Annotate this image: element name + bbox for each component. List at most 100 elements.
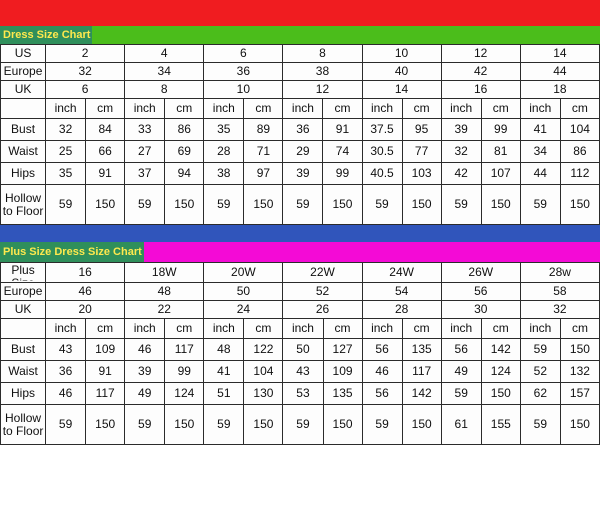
bust-cm-6: 99 [480,118,521,141]
row-label-uk: UK [0,80,47,99]
plus-bust-cm-2: 117 [164,338,205,361]
plus-table-row-uk: UK 20 22 24 26 28 30 32 [0,300,600,319]
hollow-cm-2: 150 [164,184,205,225]
plus-unit-cm-5: cm [401,318,442,339]
plus-hips-inch-1: 46 [45,382,87,405]
plus-hollow-inch-6: 61 [440,404,482,445]
plus-hips-cm-5: 142 [401,382,442,405]
uk-size-1: 6 [45,80,126,99]
us-size-2: 4 [124,44,205,63]
plus-hollow-inch-3: 59 [203,404,245,445]
plus-row-label-europe: Europe [0,282,47,301]
unit-cm-4: cm [322,98,363,119]
plus-size-5: 24W [361,262,442,283]
plus-unit-cm-4: cm [322,318,363,339]
plus-size-6: 26W [440,262,521,283]
hollow-inch-5: 59 [361,184,403,225]
plus-eu-size-2: 48 [124,282,205,301]
waist-cm-5: 77 [401,140,442,163]
unit-inch-5: inch [361,98,403,119]
plus-hollow-cm-5: 150 [401,404,442,445]
plus-waist-inch-4: 43 [282,360,324,383]
plus-unit-inch-2: inch [124,318,166,339]
waist-inch-4: 29 [282,140,324,163]
row-label-hips: Hips [0,162,47,185]
plus-row-label-hips: Hips [0,382,47,405]
us-size-5: 10 [361,44,442,63]
table-row-hollow-to-floor: Hollow to Floor 59 150 59 150 59 150 59 … [0,184,600,225]
plus-hollow-label-line2: to Floor [2,423,44,438]
plus-size-4: 22W [282,262,363,283]
plus-waist-cm-3: 104 [243,360,284,383]
plus-hollow-cm-2: 150 [164,404,205,445]
plus-row-label-uk: UK [0,300,47,319]
plus-unit-cm-3: cm [243,318,284,339]
plus-uk-size-1: 20 [45,300,126,319]
plus-unit-cm-7: cm [559,318,600,339]
plus-unit-inch-1: inch [45,318,87,339]
waist-cm-2: 69 [164,140,205,163]
us-size-4: 8 [282,44,363,63]
plus-hollow-inch-1: 59 [45,404,87,445]
plus-size-dress-table: Plus Size 16 18W 20W 22W 24W 26W 28w Eur… [0,262,600,445]
bust-inch-2: 33 [124,118,166,141]
plus-hips-cm-7: 157 [559,382,600,405]
plus-hips-inch-5: 56 [361,382,403,405]
table-row-waist: Waist 25 66 27 69 28 71 29 74 30.5 77 32… [0,140,600,163]
hips-cm-1: 91 [85,162,126,185]
plus-uk-size-6: 30 [440,300,521,319]
plus-eu-size-5: 54 [361,282,442,301]
plus-uk-size-5: 28 [361,300,442,319]
plus-bust-cm-5: 135 [401,338,442,361]
plus-hips-cm-4: 135 [322,382,363,405]
unit-inch-2: inch [124,98,166,119]
bust-cm-4: 91 [322,118,363,141]
unit-inch-3: inch [203,98,245,119]
plus-waist-inch-3: 41 [203,360,245,383]
plus-bust-cm-3: 122 [243,338,284,361]
plus-hollow-cm-1: 150 [85,404,126,445]
plus-bust-inch-2: 46 [124,338,166,361]
plus-table-row-bust: Bust 43 109 46 117 48 122 50 127 56 135 … [0,338,600,361]
top-red-banner [0,0,600,26]
table-row-hips: Hips 35 91 37 94 38 97 39 99 40.5 103 42… [0,162,600,185]
hollow-cm-4: 150 [322,184,363,225]
plus-label-line1: Plus [11,263,35,278]
hollow-inch-2: 59 [124,184,166,225]
unit-cm-6: cm [480,98,521,119]
plus-waist-cm-5: 117 [401,360,442,383]
bust-cm-1: 84 [85,118,126,141]
bust-inch-5: 37.5 [361,118,403,141]
hollow-cm-5: 150 [401,184,442,225]
hips-inch-6: 42 [440,162,482,185]
plus-size-7: 28w [519,262,600,283]
unit-inch-7: inch [519,98,561,119]
plus-hollow-inch-2: 59 [124,404,166,445]
uk-size-3: 10 [203,80,284,99]
plus-hollow-inch-5: 59 [361,404,403,445]
plus-unit-inch-6: inch [440,318,482,339]
plus-hollow-inch-4: 59 [282,404,324,445]
waist-cm-3: 71 [243,140,284,163]
plus-bust-inch-3: 48 [203,338,245,361]
plus-table-row-europe: Europe 46 48 50 52 54 56 58 [0,282,600,301]
plus-unit-inch-7: inch [519,318,561,339]
plus-eu-size-1: 46 [45,282,126,301]
hips-inch-2: 37 [124,162,166,185]
waist-inch-2: 27 [124,140,166,163]
bust-inch-6: 39 [440,118,482,141]
plus-label-line2: Size [2,277,45,281]
plus-hollow-cm-3: 150 [243,404,284,445]
plus-hollow-inch-7: 59 [519,404,561,445]
eu-size-5: 40 [361,62,442,81]
plus-waist-cm-2: 99 [164,360,205,383]
hollow-inch-7: 59 [519,184,561,225]
plus-unit-cm-6: cm [480,318,521,339]
plus-size-2: 18W [124,262,205,283]
table-row-bust: Bust 32 84 33 86 35 89 36 91 37.5 95 39 … [0,118,600,141]
plus-hips-cm-2: 124 [164,382,205,405]
hollow-inch-3: 59 [203,184,245,225]
waist-cm-6: 81 [480,140,521,163]
eu-size-6: 42 [440,62,521,81]
plus-hollow-cm-7: 150 [559,404,600,445]
